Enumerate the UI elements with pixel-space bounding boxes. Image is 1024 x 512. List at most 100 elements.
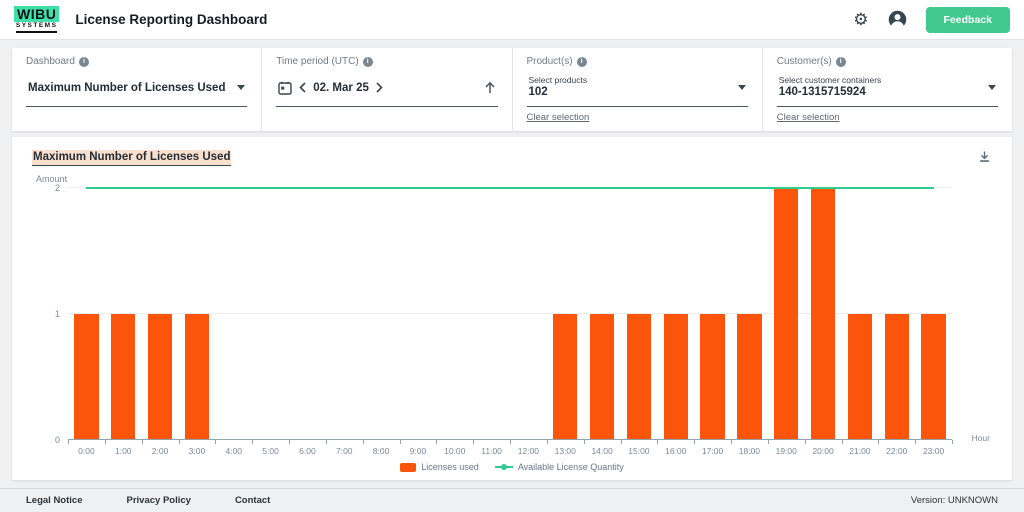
x-axis-tick [252,440,253,444]
filter-products: Product(s)i Select products 102 Clear se… [512,48,762,131]
products-select-label: Select products [529,76,588,86]
feedback-button[interactable]: Feedback [926,7,1010,33]
x-tick-label: 21:00 [849,446,870,456]
version-text: Version: UNKNOWN [911,495,998,506]
chevron-down-icon [237,85,245,90]
x-tick-label: 16:00 [665,446,686,456]
y-axis-title: Amount [36,174,67,184]
x-tick-label: 2:00 [152,446,169,456]
x-axis-labels: 0:001:002:003:004:005:006:007:008:009:00… [68,446,952,457]
x-axis-tick [215,440,216,444]
chart-bar [590,314,614,440]
x-tick-label: 11:00 [481,446,502,456]
x-axis-tick [473,440,474,444]
y-tick-label: 2 [55,183,60,193]
x-axis-tick [694,440,695,444]
chart-bar [885,314,909,440]
footer-link-contact[interactable]: Contact [235,495,270,506]
info-icon[interactable]: i [836,57,846,67]
user-account-icon[interactable] [887,9,908,30]
x-axis-tick [326,440,327,444]
customers-select[interactable]: Select customer containers 140-131571592… [777,71,998,107]
logo-sub-text: SYSTEMS [16,22,58,33]
x-axis-tick [878,440,879,444]
x-tick-label: 13:00 [555,446,576,456]
y-axis-labels: 012 [32,188,62,440]
x-axis-title: Hour [972,433,990,443]
x-tick-label: 5:00 [262,446,279,456]
customers-filter-label: Customer(s)i [777,56,998,67]
products-select[interactable]: Select products 102 [527,71,748,107]
info-icon[interactable]: i [577,57,587,67]
chart-plot [68,188,952,440]
chart-bar [811,188,835,439]
x-axis-tick [805,440,806,444]
x-tick-label: 4:00 [225,446,242,456]
settings-gear-icon[interactable]: ⚙ [853,11,868,28]
customers-clear-selection-link[interactable]: Clear selection [777,112,840,123]
chart-bar [848,314,872,440]
chart-bar [664,314,688,440]
wibu-logo[interactable]: WIBU SYSTEMS [14,6,59,33]
x-axis-tick [621,440,622,444]
x-axis-tick [289,440,290,444]
x-tick-label: 18:00 [739,446,760,456]
chart-bar [737,314,761,440]
time-period-filter-label: Time period (UTC)i [276,56,497,67]
info-icon[interactable]: i [363,57,373,67]
products-filter-label: Product(s)i [527,56,748,67]
x-axis-tick [952,440,953,444]
filter-time-period: Time period (UTC)i 02. Mar 25 [261,48,511,131]
footer-link-legal-notice[interactable]: Legal Notice [26,495,83,506]
footer: Legal Notice Privacy Policy Contact Vers… [0,488,1024,512]
x-tick-label: 22:00 [886,446,907,456]
y-tick-label: 0 [55,435,60,445]
available-quantity-line [86,187,933,189]
x-axis-tick [510,440,511,444]
dashboard-select-value: Maximum Number of Licenses Used [28,82,225,94]
x-axis-tick [842,440,843,444]
time-period-value: 02. Mar 25 [313,82,369,94]
x-tick-label: 7:00 [336,446,353,456]
chevron-down-icon [988,85,996,90]
time-period-control[interactable]: 02. Mar 25 [276,71,497,107]
x-tick-label: 0:00 [78,446,95,456]
chart-bar [921,314,945,440]
dashboard-filter-label: Dashboardi [26,56,247,67]
chart-area: Amount 012 0:001:002:003:004:005:006:007… [32,172,992,474]
logo-brand-text: WIBU [14,6,59,22]
info-icon[interactable]: i [79,57,89,67]
legend-item-licenses-used[interactable]: Licenses used [400,462,479,472]
chevron-right-icon[interactable] [376,82,383,93]
filter-customers: Customer(s)i Select customer containers … [762,48,1012,131]
filter-bar: Dashboardi Maximum Number of Licenses Us… [12,48,1012,131]
chart-bar [111,314,135,440]
chart-bar [148,314,172,440]
x-tick-label: 23:00 [923,446,944,456]
chart-legend: Licenses used Available License Quantity [32,460,992,474]
x-axis-tick [179,440,180,444]
x-axis-tick [363,440,364,444]
arrow-up-icon[interactable] [484,81,496,94]
dashboard-select[interactable]: Maximum Number of Licenses Used [26,71,247,107]
products-clear-selection-link[interactable]: Clear selection [527,112,590,123]
x-axis-tick [105,440,106,444]
download-icon[interactable] [977,149,992,169]
products-select-value: 102 [529,86,588,99]
chart-title: Maximum Number of Licenses Used [32,150,231,166]
x-axis-tick [657,440,658,444]
chevron-left-icon[interactable] [299,82,306,93]
chevron-down-icon [738,85,746,90]
footer-link-privacy-policy[interactable]: Privacy Policy [127,495,191,506]
customers-select-value: 140-1315715924 [779,86,882,99]
calendar-icon[interactable] [278,81,292,95]
x-tick-label: 15:00 [628,446,649,456]
x-axis-tick [584,440,585,444]
chart-bar [700,314,724,440]
legend-item-available-license-quantity[interactable]: Available License Quantity [495,462,624,472]
chart-bar [553,314,577,440]
x-axis-tick [731,440,732,444]
chart-bar [185,314,209,440]
x-axis-tick [68,440,69,444]
y-tick-label: 1 [55,309,60,319]
